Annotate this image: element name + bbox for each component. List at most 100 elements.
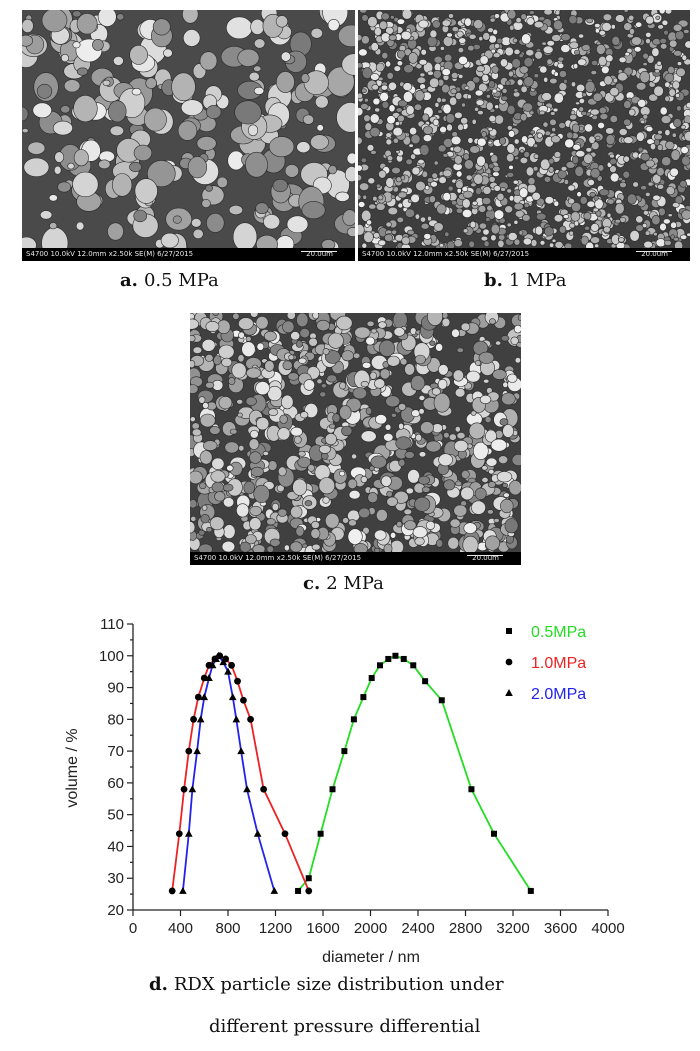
data-point-series-2 (232, 715, 241, 723)
sem-image-a: S4700 10.0kV 12.0mm x2.50k SE(M) 6/27/20… (22, 10, 355, 261)
x-tick-label: 400 (168, 920, 193, 937)
data-point-series-1 (180, 785, 188, 793)
sem-scalebar-a (301, 251, 337, 252)
chart-x-axis-label: diameter / nm (322, 949, 420, 965)
y-tick-label: 100 (99, 648, 124, 665)
data-point-series-1 (194, 693, 202, 701)
x-tick-label: 0 (129, 920, 137, 937)
legend-label-2: 2.0MPa (531, 686, 586, 703)
x-tick-label: 800 (215, 920, 240, 937)
data-point-series-0 (392, 652, 399, 659)
data-point-series-2 (188, 785, 197, 793)
caption-a: a. 0.5 MPa (120, 270, 219, 291)
chart-legend: 0.5MPa 1.0MPa 2.0MPa (505, 624, 586, 703)
x-tick-label: 1600 (306, 920, 339, 937)
data-point-series-0 (329, 786, 336, 793)
data-point-series-1 (247, 715, 254, 723)
chart-axes: 0 400 800 1200 1600 2000 2400 2800 3200 3600 4000 2… (99, 616, 625, 937)
sem-databar-c: S4700 10.0kV 12.0mm x2.50k SE(M) 6/27/20… (190, 552, 521, 565)
data-point-series-2 (200, 693, 209, 701)
data-point-series-2 (205, 674, 213, 682)
data-point-series-1 (228, 661, 235, 669)
data-point-series-2 (270, 886, 279, 894)
data-point-series-2 (219, 658, 228, 666)
data-point-series-2 (214, 651, 223, 659)
data-point-series-0 (377, 662, 383, 669)
y-tick-label: 50 (107, 807, 124, 824)
y-tick-label: 70 (107, 743, 124, 760)
y-tick-label: 40 (107, 838, 124, 855)
sem-image-b: S4700 10.0kV 12.0mm x2.50k SE(M) 6/27/20… (358, 10, 690, 261)
sem-scale-a: 20.0um (306, 250, 333, 258)
chart-y-axis-label: volume / % (64, 728, 81, 807)
sem-scalebar-c (467, 555, 503, 556)
data-point-series-0 (295, 887, 302, 894)
sem-scale-b: 20.0um (641, 250, 668, 258)
data-point-series-0 (368, 675, 375, 682)
data-point-series-0 (491, 830, 497, 837)
sem-databar-b: S4700 10.0kV 12.0mm x2.50k SE(M) 6/27/20… (358, 248, 690, 261)
series-line-1 (171, 654, 310, 892)
data-point-series-0 (400, 655, 407, 662)
caption-b-label: b. (484, 270, 503, 291)
caption-c: c. 2 MPa (303, 573, 384, 594)
data-point-series-1 (240, 696, 247, 704)
caption-c-text: 2 MPa (326, 573, 384, 594)
data-point-series-2 (208, 661, 217, 669)
data-point-series-2 (179, 886, 187, 894)
data-point-series-0 (341, 748, 348, 755)
figure-caption-text1: RDX particle size distribution under (173, 974, 504, 995)
data-point-series-2 (237, 747, 245, 755)
caption-a-label: a. (120, 270, 138, 291)
sem-meta-b: S4700 10.0kV 12.0mm x2.50k SE(M) 6/27/20… (362, 250, 530, 258)
sem-meta-a: S4700 10.0kV 12.0mm x2.50k SE(M) 6/27/20… (26, 250, 194, 258)
sem-databar-a: S4700 10.0kV 12.0mm x2.50k SE(M) 6/27/20… (22, 248, 355, 261)
data-point-series-0 (527, 887, 534, 894)
caption-a-text: 0.5 MPa (143, 270, 219, 291)
data-point-series-2 (253, 829, 262, 837)
y-tick-label: 110 (100, 616, 124, 633)
data-point-series-2 (243, 785, 251, 793)
x-tick-label: 1200 (259, 920, 292, 937)
data-point-series-1 (175, 830, 183, 838)
data-point-series-0 (317, 830, 324, 837)
sem-meta-c: S4700 10.0kV 12.0mm x2.50k SE(M) 6/27/20… (194, 554, 362, 562)
data-point-series-0 (305, 875, 312, 882)
figure-caption-text2: different pressure differential (209, 1016, 481, 1037)
x-tick-label: 4000 (591, 920, 624, 937)
data-point-series-0 (438, 697, 445, 704)
sem-scale-c: 20.0um (472, 554, 499, 562)
sem-scalebar-b (636, 251, 672, 252)
figure-caption-label: d. (149, 974, 168, 995)
data-point-series-2 (193, 747, 201, 755)
caption-c-label: c. (303, 573, 321, 594)
data-point-series-0 (410, 662, 417, 669)
legend-marker-0 (506, 628, 512, 634)
chart-series-lines (171, 654, 532, 892)
legend-marker-1 (505, 658, 513, 666)
data-point-series-0 (422, 678, 429, 685)
x-tick-label: 3200 (496, 920, 529, 937)
caption-b-text: 1 MPa (508, 270, 567, 291)
data-point-series-0 (385, 655, 392, 662)
y-tick-label: 30 (107, 870, 124, 887)
sem-particles-c (190, 313, 521, 552)
data-point-series-1 (185, 747, 193, 755)
legend-label-0: 0.5MPa (531, 624, 586, 641)
data-point-series-0 (350, 716, 357, 723)
sem-particles-a (22, 10, 355, 248)
data-point-series-0 (360, 694, 367, 701)
x-tick-label: 3600 (544, 920, 577, 937)
data-point-series-1 (190, 715, 197, 723)
sem-image-c: S4700 10.0kV 12.0mm x2.50k SE(M) 6/27/20… (190, 313, 521, 565)
figure-caption-line1: d. RDX particle size distribution under (149, 974, 504, 995)
data-point-series-1 (234, 677, 241, 685)
data-point-series-2 (224, 667, 232, 675)
x-tick-label: 2800 (449, 920, 482, 937)
data-point-series-2 (185, 829, 193, 837)
figure-caption-line2: different pressure differential (209, 1016, 480, 1037)
legend-label-1: 1.0MPa (531, 655, 586, 672)
y-tick-label: 20 (107, 902, 124, 919)
data-point-series-1 (281, 830, 289, 838)
x-tick-label: 2000 (354, 920, 387, 937)
